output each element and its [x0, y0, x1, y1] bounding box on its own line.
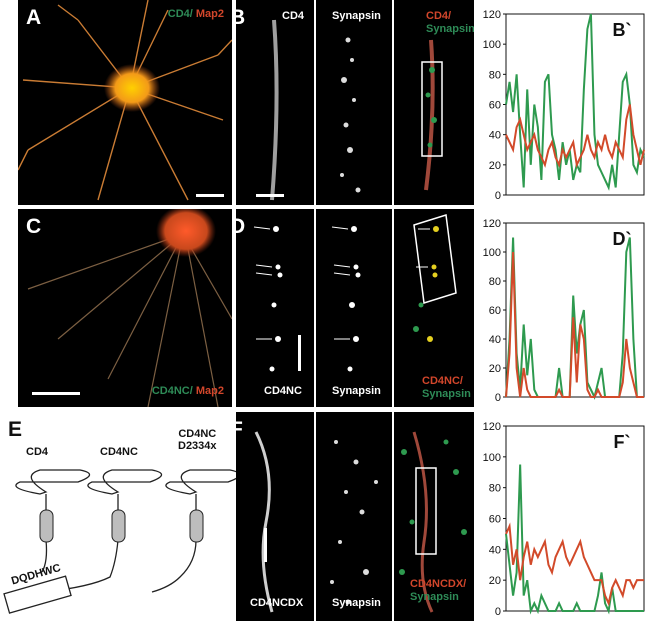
y-tick-label: 0: [495, 392, 501, 404]
profile-plot-b: 0 20 40 60 80 100 120 B`: [483, 9, 645, 202]
panel-letter-c: C: [26, 215, 42, 238]
series-line-0: [505, 237, 644, 400]
y-tick-label: 40: [489, 334, 501, 346]
y-tick-label: 120: [483, 9, 501, 21]
construct-diagram: [3, 469, 236, 614]
scale-bar-b: [256, 194, 284, 197]
neuron-image-c: [27, 209, 232, 407]
panel-d-merge: CD4NC/Synapsin: [422, 375, 471, 400]
y-tick-label: 100: [483, 452, 501, 464]
construct-label-3: CD4NC D2334x: [178, 428, 217, 452]
y-tick-label: 20: [489, 575, 501, 587]
panel-f-ch1: CD4NCDX: [250, 597, 304, 609]
dendrite-image-f: [254, 431, 467, 613]
panel-letter-b: B: [236, 6, 246, 29]
panel-c: C CD4NC/ Map2: [18, 209, 232, 407]
y-tick-label: 80: [489, 483, 501, 495]
scale-bar-f: [264, 528, 267, 562]
panel-d-divider-1: [314, 209, 316, 407]
y-tick-label: 40: [489, 130, 501, 142]
y-tick-label: 20: [489, 160, 501, 172]
panel-f-divider-2: [392, 412, 394, 621]
dendrite-image-d: [253, 214, 457, 372]
series-line-1: [505, 522, 644, 607]
panel-a-label: CD4/ Map2: [167, 8, 224, 20]
panel-d-ch2: Synapsin: [332, 385, 381, 397]
panel-b: B CD4 Synapsin CD4/Synapsin: [236, 0, 474, 205]
plot-title: B`: [613, 20, 632, 40]
series-line-1: [505, 251, 644, 398]
panel-d: D CD4NC Synapsin CD4NC/Synapsin: [236, 209, 474, 407]
scale-bar-d: [298, 335, 301, 371]
profile-plot-f: 0 20 40 60 80 100 120 F`: [483, 421, 645, 618]
panel-b-divider-2: [392, 0, 394, 205]
panel-f-divider-1: [314, 412, 316, 621]
panel-b-merge: CD4/Synapsin: [426, 10, 474, 35]
y-tick-label: 60: [489, 514, 501, 526]
series-line-0: [505, 464, 644, 615]
y-tick-label: 40: [489, 544, 501, 556]
y-tick-label: 100: [483, 39, 501, 51]
panel-letter-e: E: [8, 418, 23, 441]
panel-c-label: CD4NC/ Map2: [151, 385, 224, 397]
panel-letter-d: D: [236, 215, 246, 238]
series-line-1: [505, 104, 645, 169]
profile-plot-d: 0 20 40 60 80 100 120 D`: [483, 218, 645, 404]
y-tick-label: 60: [489, 305, 501, 317]
panel-b-ch2: Synapsin: [332, 10, 381, 22]
y-tick-label: 60: [489, 100, 501, 112]
panel-f-merge: CD4NCDX/Synapsin: [410, 578, 467, 603]
plot-title: D`: [613, 229, 632, 249]
scale-bar-a: [196, 194, 224, 197]
panel-letter-f: F: [236, 418, 243, 441]
y-tick-label: 100: [483, 247, 501, 259]
plot-title: F`: [614, 432, 631, 452]
panel-letter-a: A: [26, 6, 42, 29]
construct-label-2: CD4NC: [100, 446, 138, 458]
panel-e: E CD4 CD4NC CD4NC D2334x DQDHWC: [0, 412, 236, 621]
dendrite-image-b: [270, 19, 443, 201]
neuron-image-a: [18, 0, 232, 201]
construct-label-1: CD4: [26, 446, 49, 458]
panel-d-ch1: CD4NC: [264, 385, 302, 397]
y-tick-label: 120: [483, 421, 501, 433]
panel-a: A CD4/ Map2: [18, 0, 232, 205]
series-line-0: [505, 13, 645, 191]
panel-b-divider-1: [314, 0, 316, 205]
y-tick-label: 0: [495, 606, 501, 618]
panel-d-divider-2: [392, 209, 394, 407]
scale-bar-c: [32, 392, 80, 395]
y-tick-label: 80: [489, 276, 501, 288]
panel-f: F CD4NCDX Synapsin CD4NCDX/Synapsin: [236, 412, 474, 621]
y-tick-label: 80: [489, 69, 501, 81]
panel-b-ch1: CD4: [282, 10, 305, 22]
y-tick-label: 20: [489, 363, 501, 375]
y-tick-label: 0: [495, 190, 501, 202]
panel-f-ch2: Synapsin: [332, 597, 381, 609]
y-tick-label: 120: [483, 218, 501, 230]
